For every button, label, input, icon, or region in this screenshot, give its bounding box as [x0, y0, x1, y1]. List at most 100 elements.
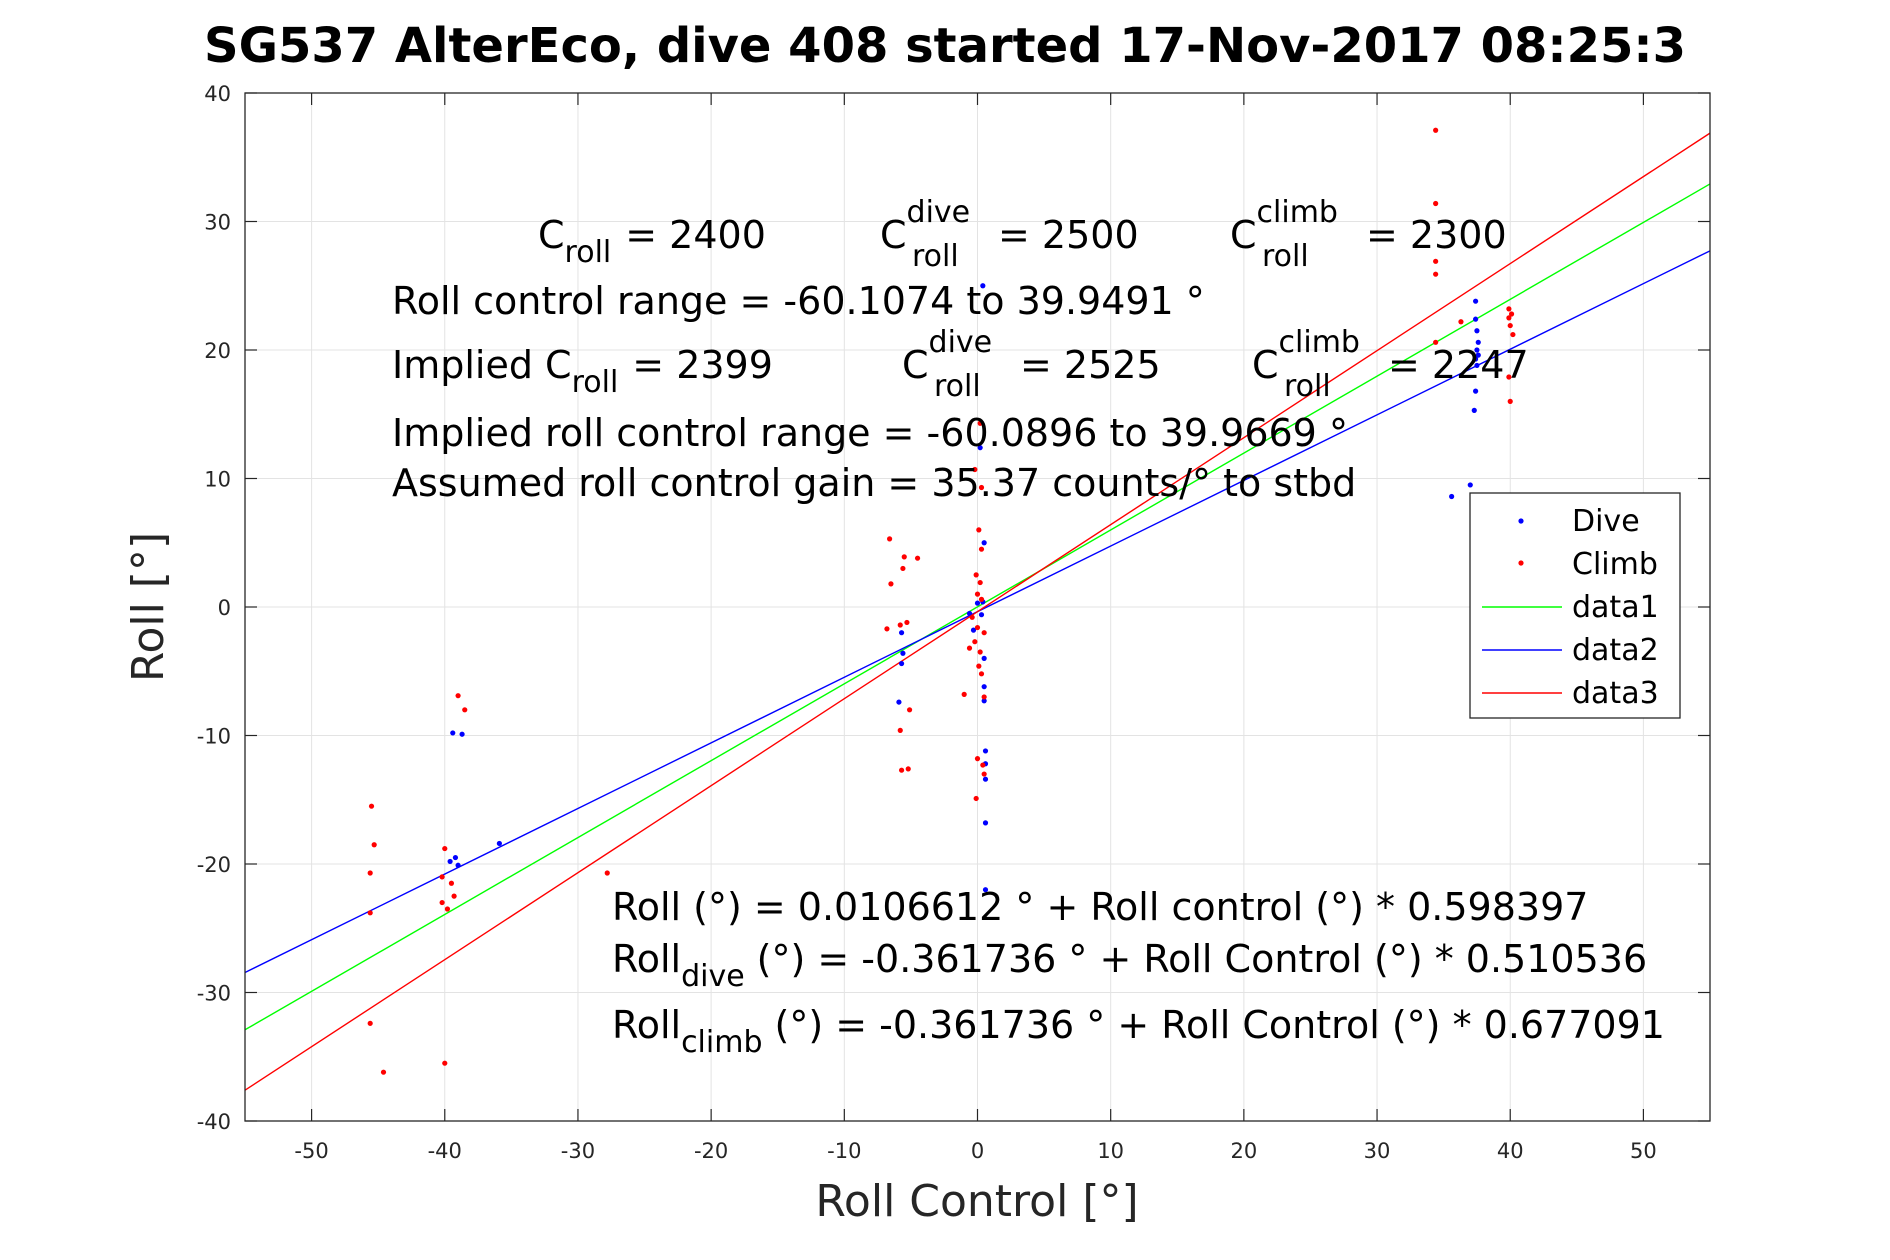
climb-point	[973, 572, 979, 578]
dive-point	[977, 445, 983, 451]
implied-climb-value: = 2247	[1388, 343, 1529, 387]
climb-point	[977, 649, 983, 655]
c-climb-letter: C	[1230, 213, 1257, 257]
dive-point	[1474, 347, 1480, 353]
climb-point	[455, 693, 461, 699]
climb-point	[1433, 200, 1439, 207]
c-roll-value: = 2400	[625, 213, 766, 257]
dive-point	[455, 862, 461, 868]
climb-point	[1510, 331, 1516, 338]
dive-point	[447, 858, 453, 865]
dive-point	[1474, 362, 1480, 369]
implied-climb-sup: climb	[1279, 325, 1360, 360]
x-tick-label: 40	[1497, 1139, 1524, 1163]
c-dive-sub: roll	[912, 239, 959, 274]
x-tick-label: -40	[428, 1139, 462, 1163]
dive-point	[1473, 298, 1479, 304]
climb-point	[976, 527, 982, 533]
x-tick-label: 50	[1630, 1139, 1657, 1163]
legend-climb-marker	[1518, 560, 1524, 566]
climb-point	[901, 554, 907, 560]
implied-dive-sub: roll	[934, 369, 981, 404]
dive-point	[450, 730, 456, 736]
dive-point	[981, 684, 987, 690]
x-tick-label: -20	[694, 1139, 728, 1163]
legend-data2-label: data2	[1572, 633, 1659, 668]
x-tick-label: 0	[971, 1139, 984, 1163]
dive-point	[981, 698, 987, 704]
climb-point	[367, 910, 373, 916]
dive-point	[982, 820, 989, 826]
implied-climb-letter: C	[1252, 343, 1279, 387]
roll-climb-equation: Rollclimb (°) = -0.361736 ° + Roll Contro…	[612, 1003, 1665, 1060]
climb-point	[900, 565, 906, 572]
climb-point	[904, 619, 910, 626]
climb-point	[972, 466, 978, 473]
legend-climb-label: Climb	[1572, 547, 1658, 582]
climb-point	[914, 555, 921, 561]
dive-point	[452, 854, 459, 861]
climb-point	[897, 622, 903, 628]
climb-point	[462, 707, 468, 713]
climb-point	[448, 880, 455, 886]
climb-point	[442, 1060, 448, 1066]
climb-point	[966, 645, 973, 651]
legend: Dive Climb data1 data2 data3	[1469, 492, 1681, 719]
c-dive-value: = 2500	[998, 213, 1139, 257]
dive-point	[982, 748, 989, 754]
climb-point	[884, 626, 890, 632]
climb-point	[604, 870, 610, 876]
implied-c-roll-prefix: Implied C	[392, 343, 572, 387]
dive-point	[898, 630, 905, 636]
c-roll-climb-annotation: Cclimb roll = 2300	[1230, 195, 1507, 274]
implied-c-roll-value: = 2399	[632, 343, 773, 387]
legend-box	[1469, 492, 1681, 719]
climb-point	[439, 874, 445, 880]
c-climb-sup: climb	[1257, 195, 1338, 230]
c-roll-sub: roll	[565, 235, 612, 270]
y-tick-label: -10	[197, 725, 231, 749]
implied-c-roll-annotation: Implied Croll = 2399	[392, 343, 773, 400]
tick-labels: -50 -40 -30 -20 -10 0 10 20 30 40 50 -40 -30 -20 -10 0 1…	[197, 82, 1657, 1163]
climb-point	[439, 899, 445, 906]
roll-climb-sub: climb	[681, 1025, 762, 1060]
climb-point	[367, 1020, 373, 1026]
y-axis-label: Roll [°]	[123, 532, 174, 682]
implied-c-dive-annotation: Cdive roll = 2525	[902, 325, 1161, 404]
y-tick-label: -20	[197, 853, 231, 877]
dive-point	[978, 612, 985, 618]
climb-point	[978, 546, 985, 552]
dive-point	[1475, 352, 1481, 358]
implied-dive-sup: dive	[929, 325, 993, 360]
climb-point	[371, 842, 377, 848]
dive-point	[1474, 328, 1480, 334]
climb-point	[978, 671, 985, 677]
c-dive-sup: dive	[907, 195, 971, 230]
implied-climb-sub: roll	[1284, 369, 1331, 404]
climb-point	[888, 581, 894, 587]
climb-point	[972, 639, 978, 645]
y-tick-label: 30	[204, 211, 231, 235]
roll-dive-rest: (°) = -0.361736 ° + Roll Control (°) * 0…	[757, 937, 1647, 981]
legend-dive-marker	[1518, 518, 1524, 524]
climb-point	[1433, 258, 1439, 264]
climb-point	[897, 727, 903, 733]
c-climb-value: = 2300	[1366, 213, 1507, 257]
climb-point	[977, 579, 983, 586]
climb-point	[1508, 311, 1515, 317]
climb-point	[1506, 315, 1512, 321]
climb-point	[444, 906, 451, 912]
fit-line-data3	[244, 132, 1711, 1091]
climb-point	[961, 691, 967, 697]
roll-climb-prefix: Roll	[612, 1003, 681, 1047]
legend-data1-label: data1	[1572, 590, 1659, 625]
x-tick-label: 30	[1364, 1139, 1391, 1163]
dive-point	[900, 650, 906, 656]
x-tick-label: -10	[827, 1139, 861, 1163]
climb-point	[1506, 306, 1512, 312]
dive-point	[980, 283, 986, 289]
climb-point	[977, 420, 983, 426]
roll-dive-equation: Rolldive (°) = -0.361736 ° + Roll Control…	[612, 937, 1647, 994]
x-axis-label: Roll Control [°]	[815, 1176, 1138, 1227]
x-tick-label: 10	[1097, 1139, 1124, 1163]
